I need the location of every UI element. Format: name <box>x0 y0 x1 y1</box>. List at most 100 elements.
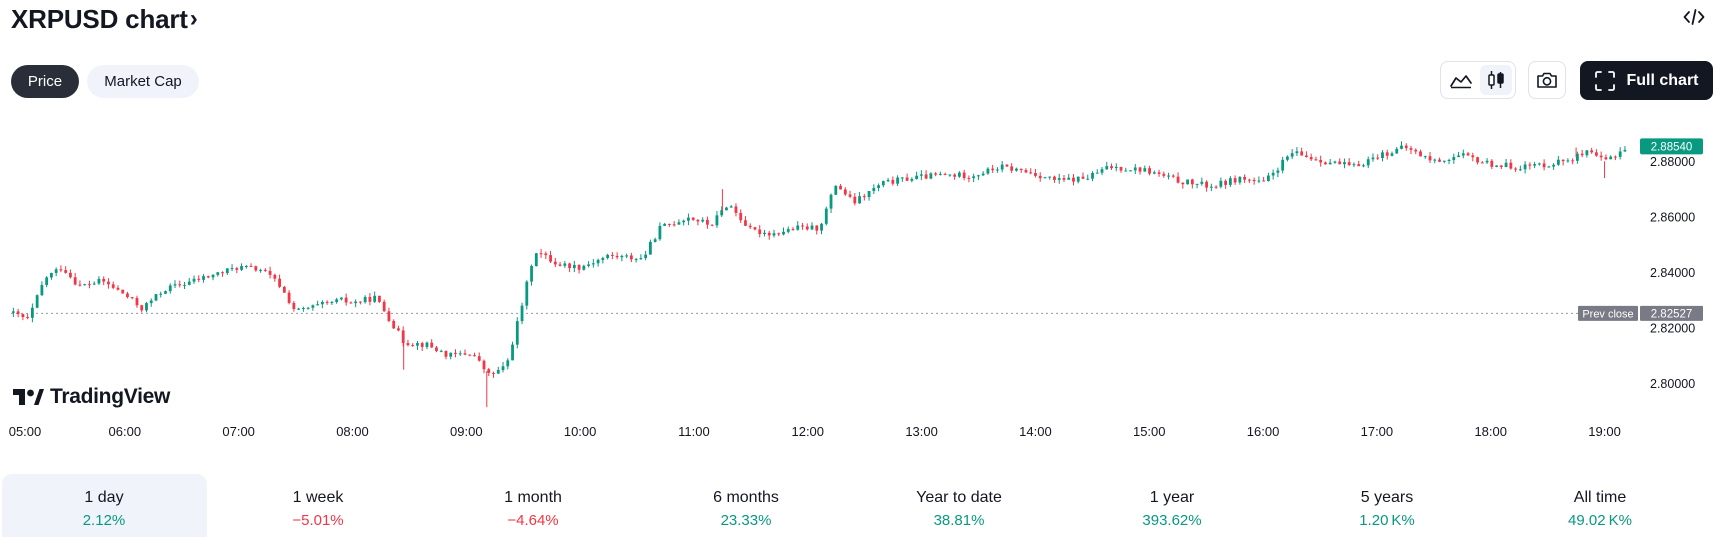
candle-body <box>1362 165 1365 167</box>
embed-code-button[interactable] <box>1680 6 1708 28</box>
period-change-value: 1.20 K% <box>1359 512 1415 529</box>
x-tick-label: 05:00 <box>9 424 42 439</box>
candle-body <box>1105 166 1109 170</box>
x-tick-label: 10:00 <box>564 424 597 439</box>
candle-body <box>1171 175 1175 177</box>
candle-body <box>1152 172 1156 174</box>
candle-body <box>1461 153 1465 156</box>
candle-body <box>1081 176 1085 179</box>
candle-body <box>596 259 600 264</box>
candle-body <box>853 196 857 204</box>
candle-body <box>1114 166 1118 169</box>
candle-body <box>1024 170 1028 173</box>
full-chart-button[interactable]: Full chart <box>1580 61 1713 100</box>
candle-body <box>782 231 785 235</box>
candle-body <box>1357 164 1361 167</box>
period-1-day[interactable]: 1 day 2.12% <box>1 474 207 537</box>
candle-body <box>1552 164 1556 167</box>
period-1-year[interactable]: 1 year 393.62% <box>1082 474 1262 537</box>
candle-body <box>919 174 923 176</box>
candle-body <box>487 369 491 373</box>
prev-close-value: 2.82527 <box>1651 308 1693 320</box>
candle-body <box>1157 172 1161 174</box>
period-change-value: 2.12% <box>82 512 126 529</box>
candle-body <box>1509 162 1513 169</box>
period-5-years[interactable]: 5 years 1.20 K% <box>1297 474 1477 537</box>
candle-body <box>406 343 410 346</box>
candle-body <box>910 178 914 181</box>
candle-body <box>1005 164 1009 167</box>
candle-body <box>263 269 267 271</box>
candle-body <box>905 177 909 181</box>
line-chart-button[interactable] <box>1445 65 1477 95</box>
candle-body <box>587 264 590 266</box>
candle-body <box>282 286 286 293</box>
candle-body <box>715 215 719 226</box>
candle-body <box>64 270 68 273</box>
period-6-months[interactable]: 6 months 23.33% <box>656 474 836 537</box>
candle-body <box>530 266 533 282</box>
candle-body <box>301 308 305 310</box>
fullscreen-icon <box>1595 70 1616 91</box>
tab-price[interactable]: Price <box>11 65 79 98</box>
candle-body <box>268 270 272 275</box>
candle-body <box>335 299 339 303</box>
candle-body <box>867 191 871 197</box>
candle-body <box>420 343 424 347</box>
period-1-month[interactable]: 1 month −4.64% <box>443 474 623 537</box>
period-label: All time <box>1573 489 1627 506</box>
period-year-to-date[interactable]: Year to date 38.81% <box>869 474 1049 537</box>
candle-body <box>1043 177 1047 179</box>
candle-body <box>111 284 115 288</box>
candle-body <box>829 194 833 209</box>
candle-body <box>126 293 129 298</box>
candle-body <box>591 263 595 265</box>
tradingview-logo[interactable]: TradingView <box>12 385 170 409</box>
tab-market-cap[interactable]: Market Cap <box>87 65 199 98</box>
candle-body <box>986 168 990 174</box>
candle-body <box>948 174 952 176</box>
candle-body <box>473 355 476 357</box>
candle-chart-button[interactable] <box>1480 65 1512 95</box>
candle-body <box>886 179 890 182</box>
candle-body <box>21 314 25 318</box>
period-all-time[interactable]: All time 49.02 K% <box>1510 474 1690 537</box>
candle-body <box>107 281 110 285</box>
candle-body <box>1409 148 1413 150</box>
candle-body <box>1414 149 1418 152</box>
candle-body <box>1376 157 1380 159</box>
candle-body <box>463 353 467 355</box>
x-tick-label: 08:00 <box>336 424 369 439</box>
snapshot-button[interactable] <box>1528 61 1566 99</box>
candle-body <box>1609 156 1613 160</box>
candle-body <box>230 268 234 270</box>
candle-body <box>1095 172 1099 174</box>
candle-body <box>392 320 396 329</box>
candle-body <box>506 360 510 367</box>
candle-body <box>967 177 971 179</box>
candle-body <box>121 289 125 294</box>
candle-body <box>325 301 329 303</box>
price-chart[interactable]: 05:00 06:00 07:00 08:00 09:00 10:00 11:00 12:00… <box>0 110 1722 455</box>
candle-body <box>777 233 781 235</box>
candle-body <box>957 172 961 177</box>
chart-title-link[interactable]: XRPUSD chart › <box>11 2 198 36</box>
candle-body <box>1243 176 1247 180</box>
candle-body <box>629 255 633 260</box>
candle-body <box>192 278 196 282</box>
candle-body <box>1595 152 1598 156</box>
candle-body <box>1010 166 1014 171</box>
period-1-week[interactable]: 1 week −5.01% <box>228 474 408 537</box>
candle-body <box>454 352 457 354</box>
candle-body <box>444 350 448 357</box>
candle-body <box>449 352 453 357</box>
candle-body <box>511 344 514 361</box>
x-tick-label: 12:00 <box>791 424 824 439</box>
candle-body <box>1271 172 1275 176</box>
candle-body <box>1319 159 1323 163</box>
candle-body <box>734 206 738 213</box>
candle-body <box>858 196 861 204</box>
candle-body <box>938 173 942 175</box>
candle-body <box>1580 153 1584 156</box>
candle-body <box>235 268 239 270</box>
